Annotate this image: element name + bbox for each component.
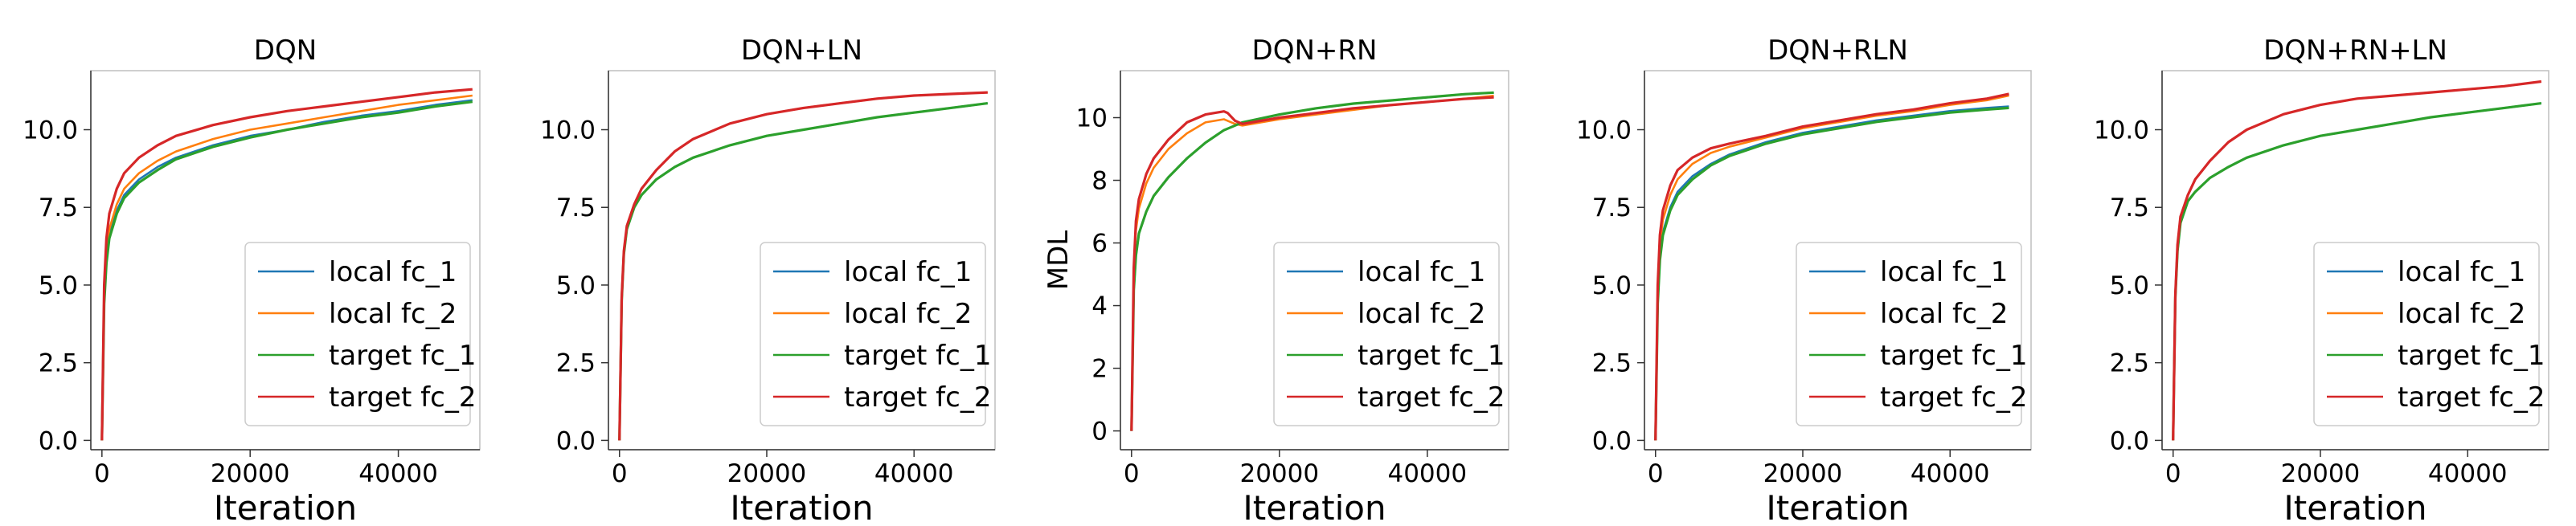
y-tick-label: 10	[1076, 104, 1108, 133]
chart-panel-2: DQN+LN 0 20000 40000 0.0 2.5 5.0 7.5 10.0 Iterati…	[540, 35, 996, 526]
legend-entry: target fc_2	[2398, 381, 2545, 414]
legend-entry: target fc_1	[329, 340, 476, 372]
chart-title: DQN+RN+LN	[2263, 35, 2447, 67]
legend-entry: target fc_1	[1358, 340, 1505, 372]
x-axis-label: Iteration	[1243, 488, 1386, 526]
series-line-target-fc-1	[1130, 91, 1494, 431]
series-line-target-fc-2	[2172, 80, 2542, 441]
series-line-target-fc-1	[1654, 106, 2009, 441]
x-axis-label: Iteration	[1766, 488, 1909, 526]
legend-entry: local fc_2	[329, 298, 457, 330]
series-line-target-fc-2	[1130, 96, 1494, 431]
legend-entry: target fc_2	[329, 381, 476, 414]
y-tick-label: 5.0	[556, 271, 596, 300]
legend-box	[2313, 242, 2540, 426]
y-tick-label: 4	[1091, 292, 1108, 321]
y-tick-label: 10.0	[1576, 116, 1632, 145]
legend-entry: target fc_2	[1358, 381, 1505, 414]
y-tick-label: 10.0	[540, 116, 596, 145]
series-line-target-fc-2	[618, 91, 988, 441]
x-tick-label: 20000	[2281, 459, 2361, 488]
x-axis-label: Iteration	[730, 488, 873, 526]
x-tick-label: 20000	[211, 459, 290, 488]
y-tick-label: 7.5	[39, 194, 78, 222]
x-tick-label: 40000	[1910, 459, 1990, 488]
chart-title: DQN+LN	[741, 35, 862, 67]
legend-entry: target fc_2	[844, 381, 991, 414]
legend-box	[1796, 242, 2022, 426]
x-tick-label: 20000	[727, 459, 807, 488]
series-line-target-fc-1	[100, 100, 473, 441]
x-tick-label: 40000	[874, 459, 954, 488]
y-tick-label: 0.0	[2110, 426, 2149, 455]
x-axis-label: Iteration	[214, 488, 357, 526]
x-tick-label: 20000	[1239, 459, 1319, 488]
chart-panel-3: DQN+RN 0 20000 40000 0 2 4 6 8 10 Iteration MDL loca…	[1042, 35, 1509, 526]
y-tick-label: 7.5	[2110, 194, 2149, 222]
y-tick-label: 5.0	[2110, 271, 2149, 300]
y-tick-label: 2	[1091, 355, 1108, 384]
y-tick-label: 2.5	[39, 349, 78, 378]
legend-entry: local fc_2	[1358, 298, 1485, 330]
legend-entry: target fc_2	[1880, 381, 2027, 414]
legend-entry: local fc_1	[329, 256, 457, 288]
chart-title: DQN	[254, 35, 317, 67]
legend-entry: local fc_1	[2398, 256, 2525, 288]
y-tick-label: 5.0	[39, 271, 78, 300]
y-tick-label: 10.0	[2094, 116, 2149, 145]
x-tick-label: 0	[94, 459, 110, 488]
y-tick-label: 0.0	[556, 426, 596, 455]
x-tick-label: 40000	[358, 459, 438, 488]
legend-entry: local fc_2	[844, 298, 972, 330]
y-tick-label: 2.5	[556, 349, 596, 378]
legend-box	[244, 242, 471, 426]
y-tick-label: 2.5	[1592, 349, 1632, 378]
legend-entry: local fc_1	[1358, 256, 1485, 288]
y-tick-label: 0.0	[39, 426, 78, 455]
chart-panel-1: DQN 0 20000 40000 0.0 2.5 5.0 7.5 10.0 Iteration l…	[23, 35, 481, 526]
legend-entry: target fc_1	[1880, 340, 2027, 372]
x-tick-label: 0	[2165, 459, 2181, 488]
chart-title: DQN+RLN	[1767, 35, 1908, 67]
chart-panel-4: DQN+RLN 0 20000 40000 0.0 2.5 5.0 7.5 10.0 Iterat…	[1576, 35, 2032, 526]
x-tick-label: 40000	[2428, 459, 2508, 488]
y-tick-label: 10.0	[23, 116, 78, 145]
legend-entry: local fc_1	[1880, 256, 2008, 288]
y-tick-label: 8	[1091, 167, 1108, 196]
legend-box	[760, 242, 986, 426]
x-tick-label: 0	[1648, 459, 1664, 488]
y-tick-label: 0	[1091, 418, 1108, 446]
x-tick-label: 0	[612, 459, 628, 488]
x-tick-label: 0	[1124, 459, 1140, 488]
legend-entry: target fc_1	[2398, 340, 2545, 372]
chart-panel-5: DQN+RN+LN 0 20000 40000 0.0 2.5 5.0 7.5 10.0 Iter…	[2094, 35, 2549, 526]
legend-entry: local fc_2	[2398, 298, 2525, 330]
series-line-target-fc-2	[100, 88, 473, 441]
x-tick-label: 20000	[1763, 459, 1843, 488]
chart-title: DQN+RN	[1252, 35, 1378, 67]
legend-entry: target fc_1	[844, 340, 991, 372]
y-tick-label: 5.0	[1592, 271, 1632, 300]
legend-entry: local fc_2	[1880, 298, 2008, 330]
y-tick-label: 7.5	[1592, 194, 1632, 222]
y-tick-label: 6	[1091, 230, 1108, 259]
legend-box	[1273, 242, 1500, 426]
x-tick-label: 40000	[1387, 459, 1467, 488]
y-axis-label: MDL	[1042, 230, 1075, 291]
x-axis-label: Iteration	[2283, 488, 2427, 526]
legend-entry: local fc_1	[844, 256, 972, 288]
y-tick-label: 0.0	[1592, 426, 1632, 455]
series-line-target-fc-2	[1654, 92, 2009, 441]
y-tick-label: 7.5	[556, 194, 596, 222]
y-tick-label: 2.5	[2110, 349, 2149, 378]
